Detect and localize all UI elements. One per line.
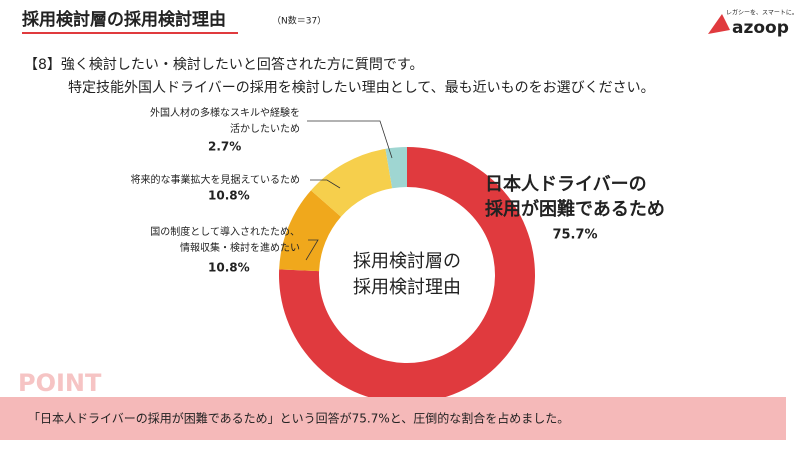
center-label: 採用検討理由	[353, 277, 461, 298]
logo-icon	[708, 14, 730, 34]
leader-line	[310, 179, 341, 189]
leader-line	[305, 239, 319, 261]
logo: azoop	[732, 18, 789, 38]
donut-segment	[279, 147, 536, 403]
category-label: 採用が困難であるため	[485, 198, 665, 220]
leader-line	[307, 120, 393, 159]
point-label: POINT	[18, 369, 102, 397]
category-label: 活かしたいため	[230, 123, 300, 135]
value-label: 75.7%	[552, 228, 597, 243]
value-label: 10.8%	[208, 189, 250, 203]
category-label: 情報収集・検討を進めたい	[180, 241, 300, 254]
category-label: 外国人材の多様なスキルや経験を	[150, 106, 300, 119]
donut-segment	[279, 190, 341, 272]
sample-note: （N数＝37）	[272, 15, 326, 27]
logo-tagline: レガシーを、スマートに。	[726, 9, 798, 17]
donut-chart: 採用検討層の採用検討理由 日本人ドライバーの採用が困難であるため 75.7% 国の制度…	[131, 106, 665, 403]
value-label: 2.7%	[208, 140, 241, 154]
category-label: 国の制度として導入されたため、	[150, 225, 300, 238]
leader-lines	[305, 120, 393, 261]
category-label: 将来的な事業拡大を見据えているため	[131, 173, 301, 186]
category-label: 日本人ドライバーの	[485, 173, 647, 195]
point-box	[0, 397, 786, 440]
value-label: 10.8%	[208, 261, 250, 275]
question-line: 特定技能外国人ドライバーの採用を検討したい理由として、最も近いものをお選びくださ…	[68, 80, 655, 96]
donut-segment	[385, 147, 407, 189]
question-line: 【8】強く検討したい・検討したいと回答された方に質問です。	[24, 56, 424, 73]
title: 採用検討層の採用検討理由	[22, 9, 226, 30]
center-label: 採用検討層の	[353, 251, 461, 272]
point-text: 「日本人ドライバーの採用が困難であるため」という回答が75.7%と、圧倒的な割合…	[28, 411, 569, 426]
donut-segment	[310, 148, 393, 217]
